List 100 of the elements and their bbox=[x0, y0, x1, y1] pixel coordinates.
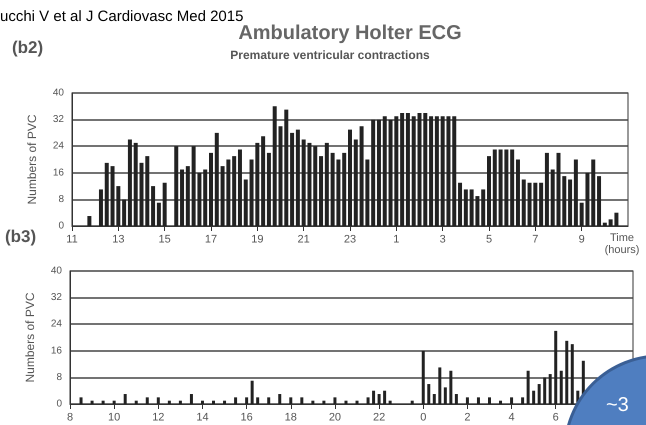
x-tick-label: 20 bbox=[328, 412, 342, 424]
bar bbox=[344, 400, 348, 404]
bar bbox=[438, 367, 442, 404]
bar bbox=[234, 397, 238, 404]
x-tick-label: 12 bbox=[152, 412, 164, 424]
y-tick-label: 32 bbox=[52, 114, 64, 126]
x-tick-label: 6 bbox=[552, 412, 559, 424]
y-tick-label: 16 bbox=[52, 167, 64, 178]
bar bbox=[526, 370, 530, 404]
bar bbox=[80, 397, 83, 404]
x-tick-label: 21 bbox=[298, 234, 310, 246]
bar bbox=[560, 370, 563, 404]
bar bbox=[178, 400, 182, 404]
bar bbox=[112, 400, 116, 404]
bar bbox=[333, 397, 336, 404]
x-tick-label: 16 bbox=[240, 412, 253, 424]
bar bbox=[366, 397, 370, 404]
x-tick-label: 11 bbox=[66, 234, 78, 246]
bar bbox=[372, 390, 376, 404]
bar bbox=[376, 120, 381, 226]
bar bbox=[200, 400, 204, 404]
bar bbox=[487, 156, 491, 226]
y-tick-label: 8 bbox=[56, 372, 62, 383]
x-tick-label: 5 bbox=[486, 234, 492, 246]
bar bbox=[134, 400, 138, 404]
bar bbox=[383, 390, 386, 404]
bar bbox=[250, 380, 254, 404]
bar bbox=[388, 400, 392, 404]
x-tick-label: 1 bbox=[393, 234, 400, 246]
y-tick-label: 40 bbox=[50, 266, 62, 276]
bar bbox=[446, 116, 450, 226]
bar bbox=[454, 394, 458, 404]
x-tick-label: 18 bbox=[284, 412, 297, 424]
bar bbox=[422, 350, 425, 404]
y-tick-label: 40 bbox=[52, 88, 64, 98]
bar bbox=[565, 340, 568, 404]
bar bbox=[209, 152, 213, 226]
bar bbox=[378, 394, 381, 404]
bar bbox=[223, 400, 226, 404]
text: (b3) bbox=[5, 227, 36, 247]
bar bbox=[521, 397, 524, 404]
x-tick-label: 0 bbox=[420, 412, 426, 424]
bar bbox=[488, 397, 491, 404]
bar bbox=[278, 394, 282, 404]
y-tick-label: 16 bbox=[50, 345, 62, 356]
bar bbox=[516, 160, 520, 226]
annotation: ~3 bbox=[606, 394, 629, 417]
bar bbox=[548, 374, 552, 404]
bar bbox=[98, 189, 103, 226]
bar bbox=[212, 400, 216, 404]
x-tick-label: 7 bbox=[532, 234, 538, 246]
bar bbox=[348, 130, 352, 226]
bar bbox=[356, 400, 359, 404]
bar bbox=[466, 397, 469, 404]
x-tick-label: 14 bbox=[196, 412, 209, 424]
x-tick-label: 10 bbox=[108, 412, 120, 424]
bar bbox=[311, 400, 314, 404]
bar bbox=[124, 394, 127, 404]
bar bbox=[307, 142, 312, 226]
x-axis-title: Time (hours) bbox=[604, 232, 640, 256]
bar bbox=[499, 400, 502, 404]
x-tick-label: 19 bbox=[251, 234, 264, 246]
bar bbox=[585, 172, 590, 226]
y-tick-label: 24 bbox=[50, 318, 62, 330]
x-tick-label: 3 bbox=[440, 234, 446, 246]
bar bbox=[300, 397, 304, 404]
bar bbox=[90, 400, 94, 404]
x-tick-label: 9 bbox=[578, 234, 585, 246]
bar bbox=[570, 344, 574, 404]
text: ucchi V et al J Cardiovasc Med 2015 bbox=[0, 8, 244, 25]
y-tick-label: 24 bbox=[52, 140, 64, 152]
x-tick-label: 4 bbox=[508, 412, 515, 424]
text: (b2) bbox=[12, 38, 44, 58]
y-tick-label: 0 bbox=[58, 220, 64, 232]
bar bbox=[238, 150, 242, 226]
bar bbox=[289, 397, 292, 404]
bar bbox=[444, 387, 447, 404]
bar bbox=[102, 400, 105, 404]
bar bbox=[532, 390, 536, 404]
x-tick-label: 13 bbox=[112, 234, 124, 246]
x-tick-label: 23 bbox=[344, 234, 356, 246]
bar bbox=[156, 397, 160, 404]
chart-title: Ambulatory Holter ECG bbox=[237, 22, 463, 45]
bar bbox=[510, 397, 514, 404]
x-tick-label: 17 bbox=[204, 234, 218, 246]
bar bbox=[614, 212, 618, 226]
bar bbox=[476, 397, 480, 404]
bar bbox=[146, 397, 149, 404]
bar bbox=[538, 384, 541, 404]
bar bbox=[449, 370, 452, 404]
bar bbox=[245, 397, 248, 404]
bar bbox=[322, 400, 326, 404]
bar bbox=[168, 400, 171, 404]
x-tick-label: 2 bbox=[464, 412, 470, 424]
bar bbox=[554, 330, 558, 404]
bar bbox=[543, 377, 546, 404]
bar bbox=[87, 216, 92, 226]
bar bbox=[190, 394, 193, 404]
x-tick-label: 15 bbox=[158, 234, 171, 246]
bar bbox=[427, 384, 430, 404]
